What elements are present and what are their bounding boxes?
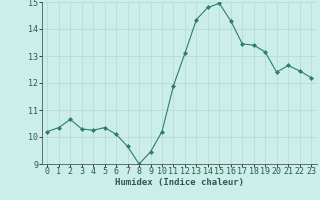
- X-axis label: Humidex (Indice chaleur): Humidex (Indice chaleur): [115, 178, 244, 187]
